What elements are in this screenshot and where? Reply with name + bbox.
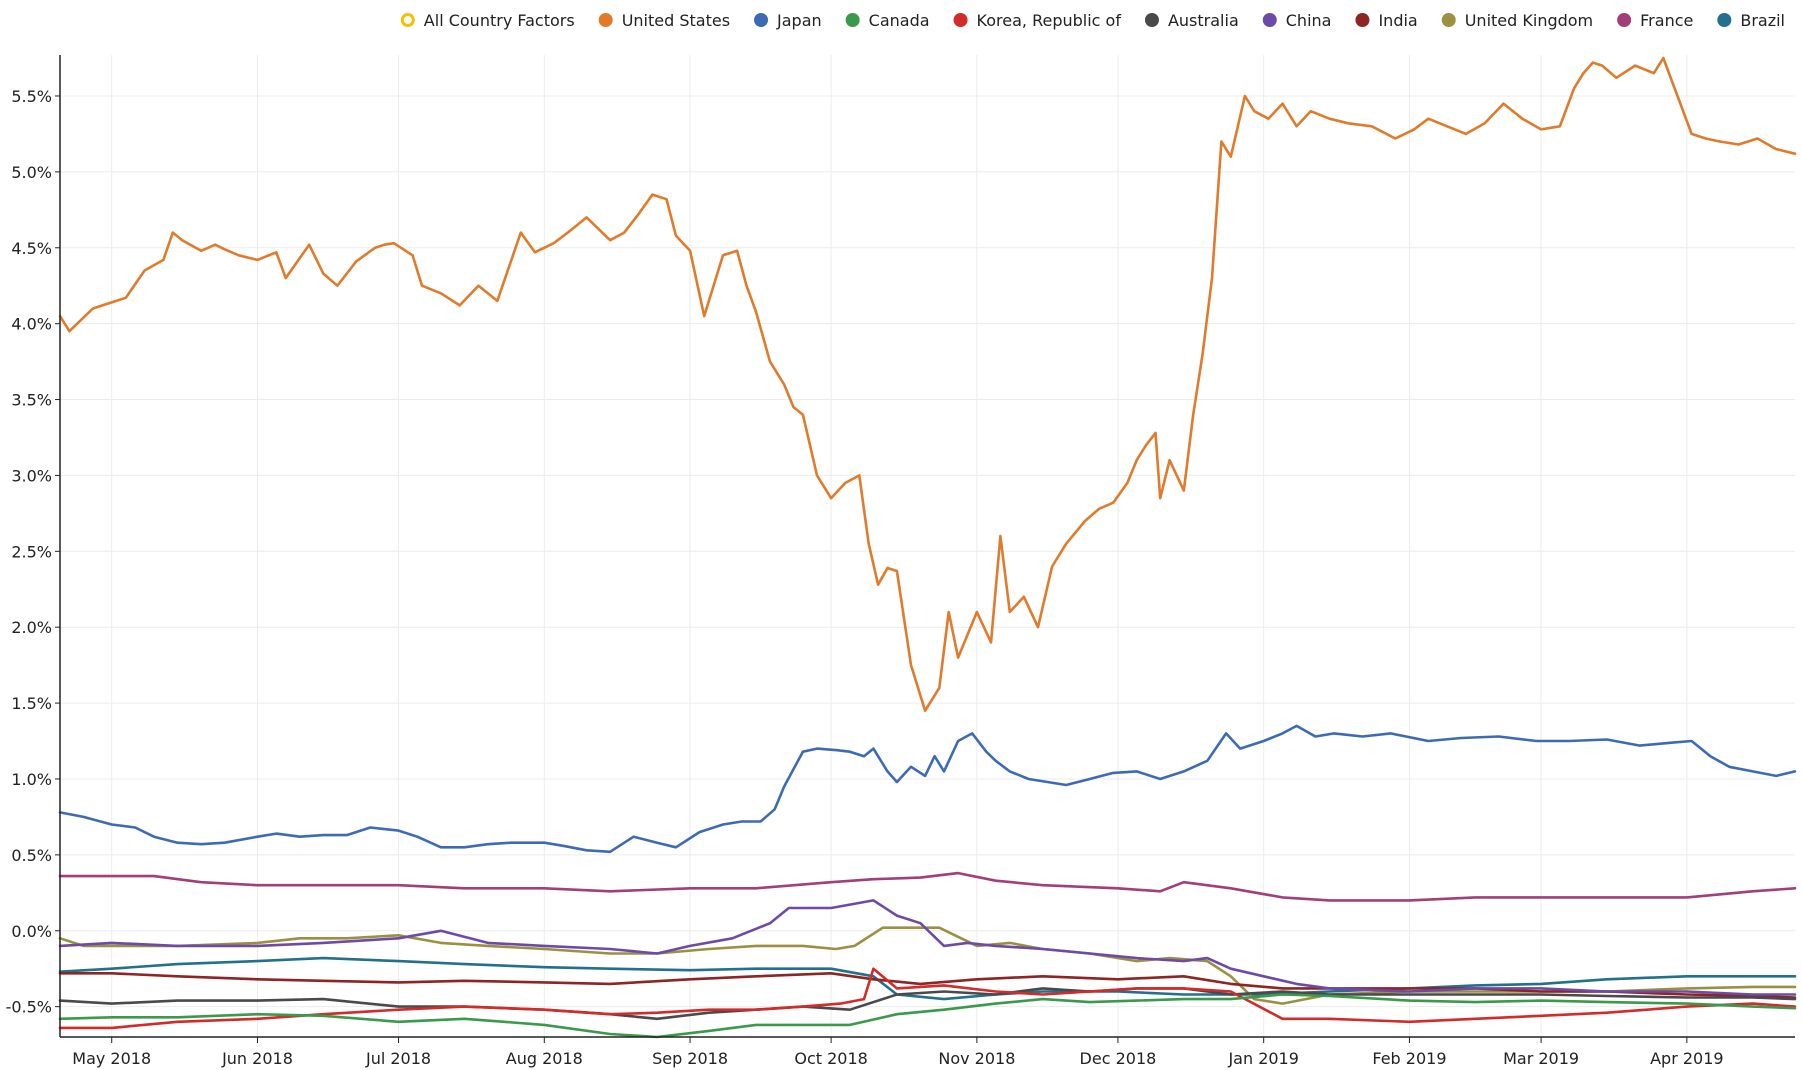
y-tick-label: 2.0% xyxy=(11,618,52,637)
legend: All Country Factors United States Japan Can… xyxy=(400,11,1785,30)
legend-item-japan[interactable]: Japan xyxy=(754,11,822,30)
legend-item-canada[interactable]: Canada xyxy=(845,11,930,30)
legend-item-china[interactable]: China xyxy=(1262,11,1332,30)
legend-marker-icon xyxy=(1355,13,1370,27)
legend-item-india[interactable]: India xyxy=(1355,11,1418,30)
legend-label: All Country Factors xyxy=(424,11,575,30)
series-line-france xyxy=(58,871,1797,902)
legend-item-united-states[interactable]: United States xyxy=(598,11,730,30)
x-tick-label: Sep 2018 xyxy=(652,1049,728,1068)
legend-marker-icon xyxy=(845,13,860,27)
x-tick-label: Feb 2019 xyxy=(1372,1049,1446,1068)
series-line-china xyxy=(58,899,1797,996)
legend-label: Australia xyxy=(1168,11,1239,30)
legend-label: Japan xyxy=(776,11,822,30)
legend-marker-icon xyxy=(754,13,769,27)
y-axis-ticks: -0.5% 0.0% 0.5% 1.0% 1.5% 2.0% 2.5% 3.0% 3.5% 4.0… xyxy=(6,87,60,1017)
x-tick-label: Jan 2019 xyxy=(1227,1049,1298,1068)
series-line-united-kingdom xyxy=(58,926,1797,1005)
x-tick-label: Jun 2018 xyxy=(221,1049,293,1068)
legend-label: United Kingdom xyxy=(1465,11,1593,30)
y-tick-label: 4.5% xyxy=(11,239,52,258)
series-line-brazil xyxy=(58,956,1797,1001)
legend-item-australia[interactable]: Australia xyxy=(1144,11,1239,30)
legend-marker-icon xyxy=(1617,13,1632,27)
legend-item-brazil[interactable]: Brazil xyxy=(1717,11,1785,30)
legend-label: Korea, Republic of xyxy=(977,11,1122,30)
y-tick-label: 0.5% xyxy=(11,846,52,865)
y-tick-label: 1.0% xyxy=(11,770,52,789)
legend-item-all-country-factors[interactable]: All Country Factors xyxy=(400,11,575,30)
legend-marker-icon xyxy=(400,13,415,27)
y-tick-label: 2.5% xyxy=(11,542,52,561)
y-tick-label: 3.5% xyxy=(11,391,52,410)
legend-label: Canada xyxy=(869,11,930,30)
legend-item-france[interactable]: France xyxy=(1617,11,1693,30)
legend-item-united-kingdom[interactable]: United Kingdom xyxy=(1441,11,1593,30)
series-line-united-states xyxy=(58,56,1797,713)
series-line-japan xyxy=(58,724,1797,854)
x-axis-ticks: May 2018 Jun 2018 Jul 2018 Aug 2018 Sep 2018… xyxy=(72,1037,1724,1068)
legend-marker-icon xyxy=(953,13,968,27)
legend-marker-icon xyxy=(598,13,613,27)
y-tick-label: 5.5% xyxy=(11,87,52,106)
y-tick-label: 5.0% xyxy=(11,163,52,182)
series-line-canada xyxy=(58,993,1797,1039)
y-tick-label: -0.5% xyxy=(6,998,52,1017)
x-tick-label: Apr 2019 xyxy=(1650,1049,1723,1068)
legend-item-korea-republic-of[interactable]: Korea, Republic of xyxy=(953,11,1122,30)
x-tick-label: Mar 2019 xyxy=(1503,1049,1579,1068)
legend-label: United States xyxy=(622,11,730,30)
y-tick-label: 1.5% xyxy=(11,694,52,713)
legend-label: China xyxy=(1286,11,1332,30)
series-lines xyxy=(58,56,1797,1039)
y-tick-label: 3.0% xyxy=(11,466,52,485)
x-tick-label: Nov 2018 xyxy=(938,1049,1015,1068)
legend-label: India xyxy=(1378,11,1417,30)
series-line-india xyxy=(58,971,1797,999)
x-tick-label: Dec 2018 xyxy=(1080,1049,1157,1068)
y-tick-label: 0.0% xyxy=(11,922,52,941)
series-line-korea-republic-of xyxy=(58,967,1797,1030)
legend-marker-icon xyxy=(1441,13,1456,27)
x-tick-label: Oct 2018 xyxy=(794,1049,867,1068)
x-tick-label: Jul 2018 xyxy=(365,1049,431,1068)
x-tick-label: May 2018 xyxy=(72,1049,151,1068)
legend-marker-icon xyxy=(1144,13,1159,27)
legend-label: Brazil xyxy=(1740,11,1785,30)
legend-marker-icon xyxy=(1262,13,1277,27)
y-tick-label: 4.0% xyxy=(11,315,52,334)
series-line-australia xyxy=(58,987,1797,1021)
legend-label: France xyxy=(1640,11,1693,30)
gridlines xyxy=(60,55,1795,1037)
legend-marker-icon xyxy=(1717,13,1732,27)
x-tick-label: Aug 2018 xyxy=(506,1049,583,1068)
